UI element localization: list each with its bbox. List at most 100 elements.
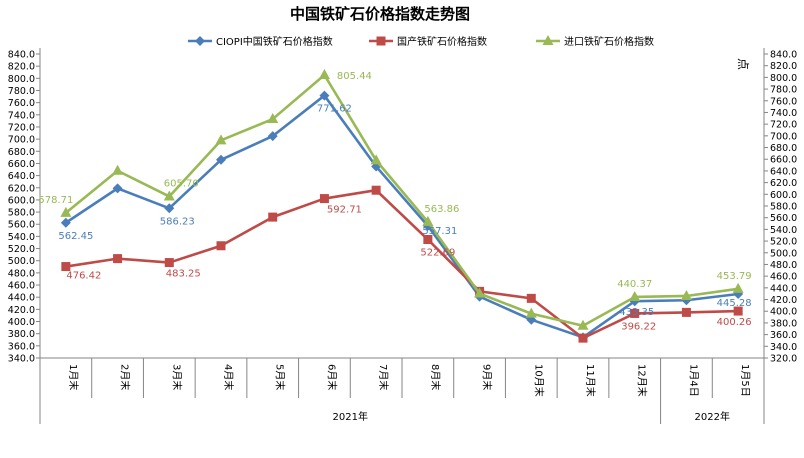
data-label: 592.71 xyxy=(327,205,362,216)
data-point xyxy=(371,185,381,195)
data-point xyxy=(680,289,692,300)
data-point xyxy=(268,212,278,222)
data-point xyxy=(319,194,329,204)
right-tick-label: 520.0 xyxy=(770,237,797,248)
data-point xyxy=(629,290,641,301)
left-tick-label: 400.0 xyxy=(8,317,35,328)
data-point xyxy=(112,183,123,194)
data-label: 557.31 xyxy=(422,226,457,237)
data-label: 605.70 xyxy=(164,178,199,189)
left-tick-label: 440.0 xyxy=(8,293,35,304)
data-point xyxy=(525,307,537,318)
data-point xyxy=(267,113,279,124)
data-label: 483.25 xyxy=(166,269,201,280)
category-label: 6月末 xyxy=(325,364,338,390)
legend-marker xyxy=(542,35,554,45)
right-tick-label: 500.0 xyxy=(770,248,797,259)
chart-title: 中国铁矿石价格指数走势图 xyxy=(290,5,470,23)
year-group-label: 2021年 xyxy=(333,410,368,423)
right-tick-label: 680.0 xyxy=(770,143,797,154)
left-tick-label: 840.0 xyxy=(8,50,35,61)
data-label: 445.28 xyxy=(717,298,752,309)
data-label: 578.71 xyxy=(38,195,73,206)
data-point xyxy=(215,134,227,145)
data-point xyxy=(577,319,589,330)
category-label: 8月末 xyxy=(429,364,442,390)
left-tick-label: 720.0 xyxy=(8,122,35,133)
right-tick-label: 720.0 xyxy=(770,120,797,131)
right-tick-label: 560.0 xyxy=(770,213,797,224)
left-tick-label: 500.0 xyxy=(8,256,35,267)
right-tick-label: 400.0 xyxy=(770,307,797,318)
data-label: 586.23 xyxy=(160,216,195,227)
data-point xyxy=(732,282,744,293)
right-tick-label: 540.0 xyxy=(770,225,797,236)
data-point xyxy=(630,308,640,318)
left-tick-label: 380.0 xyxy=(8,329,35,340)
data-point xyxy=(60,206,72,217)
legend-marker xyxy=(376,36,386,46)
data-label: 400.26 xyxy=(717,317,752,328)
unit-label: 点 xyxy=(736,58,750,70)
year-group-label: 2022年 xyxy=(695,410,730,423)
left-tick-label: 600.0 xyxy=(8,195,35,206)
left-tick-label: 480.0 xyxy=(8,268,35,279)
right-tick-label: 740.0 xyxy=(770,108,797,119)
left-tick-label: 620.0 xyxy=(8,183,35,194)
data-point xyxy=(319,90,330,101)
right-tick-label: 820.0 xyxy=(770,61,797,72)
right-tick-label: 780.0 xyxy=(770,85,797,96)
right-tick-label: 580.0 xyxy=(770,202,797,213)
data-point xyxy=(681,307,691,317)
left-tick-label: 540.0 xyxy=(8,232,35,243)
right-tick-label: 600.0 xyxy=(770,190,797,201)
right-tick-label: 800.0 xyxy=(770,73,797,84)
category-label: 4月末 xyxy=(222,364,235,390)
data-point xyxy=(318,69,330,80)
left-tick-label: 760.0 xyxy=(8,98,35,109)
category-label: 5月末 xyxy=(274,364,287,390)
left-tick-label: 780.0 xyxy=(8,86,35,97)
left-tick-label: 580.0 xyxy=(8,208,35,219)
right-tick-label: 420.0 xyxy=(770,295,797,306)
data-label: 433.35 xyxy=(619,307,654,318)
left-tick-label: 700.0 xyxy=(8,135,35,146)
data-label: 453.79 xyxy=(717,271,752,282)
legend-label: CIOPI中国铁矿石价格指数 xyxy=(216,35,333,48)
data-point xyxy=(216,154,226,165)
right-tick-label: 380.0 xyxy=(770,318,797,329)
data-point xyxy=(578,333,588,343)
right-tick-label: 640.0 xyxy=(770,166,797,177)
left-tick-label: 340.0 xyxy=(8,354,35,365)
data-label: 563.86 xyxy=(424,204,459,215)
data-label: 396.22 xyxy=(621,321,656,332)
left-tick-label: 360.0 xyxy=(8,341,35,352)
category-label: 1月4日 xyxy=(687,364,699,397)
left-tick-label: 660.0 xyxy=(8,159,35,170)
right-tick-label: 340.0 xyxy=(770,342,797,353)
data-point xyxy=(267,131,278,142)
data-point xyxy=(60,217,71,228)
category-label: 11月末 xyxy=(584,364,597,397)
right-tick-label: 460.0 xyxy=(770,272,797,283)
data-point xyxy=(112,164,124,175)
category-label: 1月5日 xyxy=(739,364,751,397)
data-point xyxy=(526,293,536,303)
right-tick-label: 320.0 xyxy=(770,354,797,365)
legend-marker xyxy=(195,36,205,46)
data-label: 440.37 xyxy=(617,279,652,290)
data-point xyxy=(163,190,175,201)
data-point xyxy=(61,262,71,272)
left-tick-label: 680.0 xyxy=(8,147,35,158)
category-label: 9月末 xyxy=(481,364,494,390)
data-labels-layer: 562.45 586.23 771.62 557.31 433.35 445.28 476.… xyxy=(38,71,751,332)
category-label: 3月末 xyxy=(170,364,183,390)
left-tick-label: 800.0 xyxy=(8,74,35,85)
left-tick-label: 520.0 xyxy=(8,244,35,255)
left-tick-label: 640.0 xyxy=(8,171,35,182)
left-tick-label: 820.0 xyxy=(8,62,35,73)
data-label: 522.69 xyxy=(420,248,455,259)
axes: 340.0360.0380.0400.0420.0440.0460.0480.0… xyxy=(8,48,797,424)
